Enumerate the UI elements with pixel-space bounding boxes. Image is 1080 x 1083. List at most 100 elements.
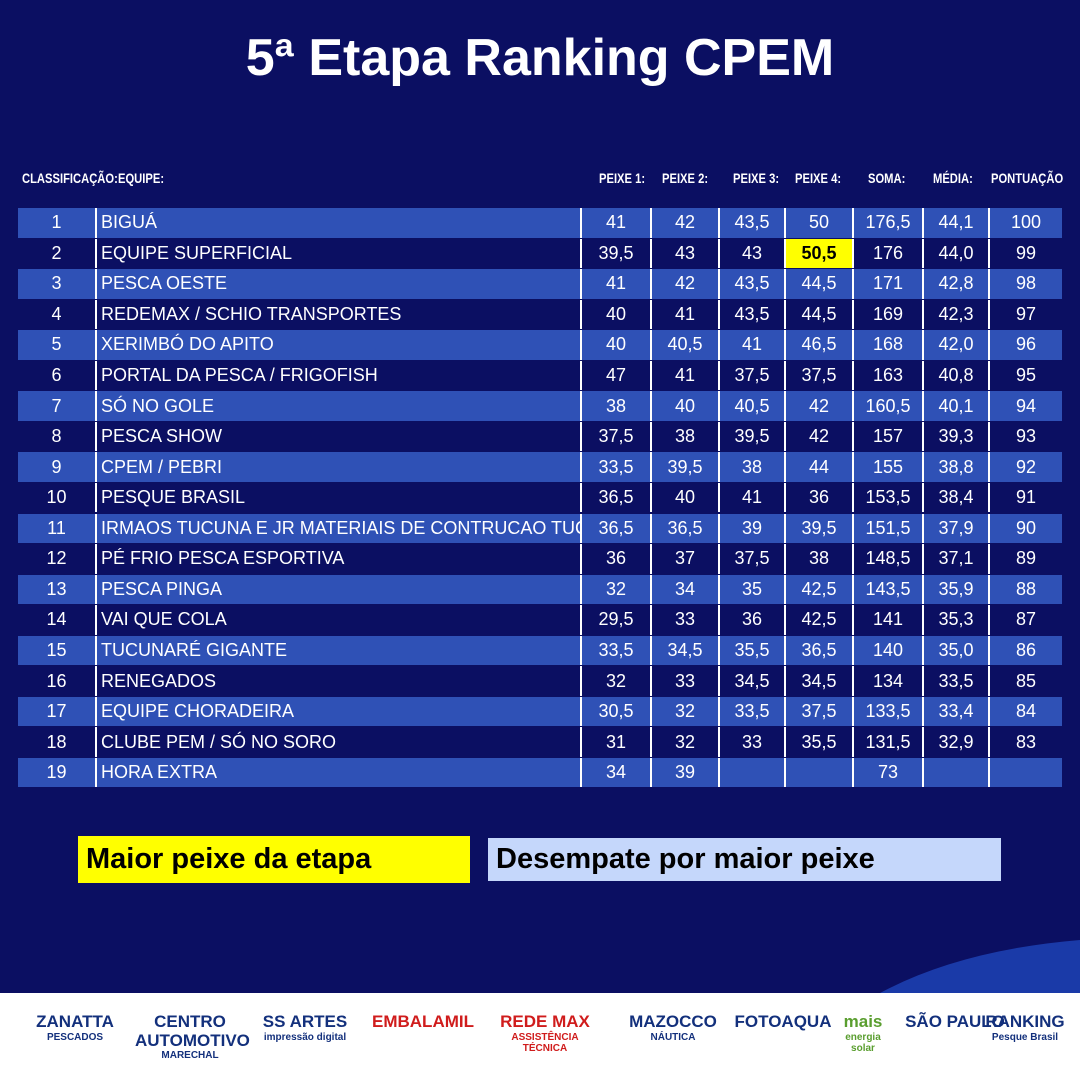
table-cell: 176 [854, 238, 924, 269]
legend-tiebreak: Desempate por maior peixe [488, 838, 1001, 881]
table-cell: 33 [652, 666, 720, 696]
table-cell: 42 [652, 269, 720, 299]
table-cell: 151,5 [854, 513, 924, 544]
table-cell: 33 [720, 727, 786, 757]
table-cell: 37 [652, 544, 720, 574]
team-cell: XERIMBÓ DO APITO [97, 330, 582, 360]
table-cell: 40,5 [720, 391, 786, 421]
team-cell: IRMAOS TUCUNA E JR MATERIAIS DE CONTRUCA… [97, 513, 582, 544]
table-cell: 37,5 [582, 421, 652, 452]
column-header: PONTUAÇÃO [991, 170, 1064, 186]
table-cell: 73 [854, 757, 924, 788]
table-cell: 19 [18, 757, 97, 788]
table-cell: 34,5 [720, 666, 786, 696]
sponsor-text: EMBALAMIL [372, 1012, 474, 1031]
table-cell: 43,5 [720, 269, 786, 299]
table-cell: 36 [786, 482, 854, 513]
column-header: PEIXE 4: [795, 170, 842, 186]
table-cell [786, 757, 854, 788]
table-cell: 39 [652, 757, 720, 788]
table-cell: 39,5 [786, 513, 854, 544]
sponsor-logo: mais energia solar [808, 1012, 918, 1054]
table-cell: 169 [854, 299, 924, 330]
team-cell: RENEGADOS [97, 666, 582, 696]
legend-highlight: Maior peixe da etapa [78, 836, 470, 883]
table-cell: 41 [582, 208, 652, 238]
table-cell: 33,4 [924, 696, 990, 727]
sponsor-text: NÁUTICA [650, 1031, 696, 1043]
table-cell: 11 [18, 513, 97, 544]
team-cell: VAI QUE COLA [97, 605, 582, 635]
sponsor-logo: ZANATTA PESCADOS [20, 1012, 130, 1042]
table-cell: 40 [582, 330, 652, 360]
table-cell: 36,5 [582, 513, 652, 544]
table-cell: 86 [990, 635, 1062, 666]
table-cell: 32 [652, 696, 720, 727]
table-cell: 94 [990, 391, 1062, 421]
sponsor-text: MAZOCCO [629, 1012, 717, 1031]
table-cell: 10 [18, 482, 97, 513]
column-header: MÉDIA: [933, 170, 973, 186]
table-cell: 36 [720, 605, 786, 635]
column-header: SOMA: [868, 170, 906, 186]
table-cell: 91 [990, 482, 1062, 513]
team-cell: TUCUNARÉ GIGANTE [97, 635, 582, 666]
table-cell: 13 [18, 574, 97, 605]
table-cell: 36,5 [786, 635, 854, 666]
table-cell: 35,0 [924, 635, 990, 666]
table-cell: 42 [652, 208, 720, 238]
table-cell: 44,0 [924, 238, 990, 269]
table-cell: 131,5 [854, 727, 924, 757]
table-cell: 39,5 [582, 238, 652, 269]
sponsor-logo: MAZOCCO NÁUTICA [618, 1012, 728, 1043]
table-cell: 44,5 [786, 299, 854, 330]
table-cell: 4 [18, 299, 97, 330]
table-cell: 155 [854, 452, 924, 482]
team-cell: CLUBE PEM / SÓ NO SORO [97, 727, 582, 757]
sponsor-text: RANKING [985, 1012, 1065, 1031]
table-cell: 84 [990, 696, 1062, 727]
table-cell: 133,5 [854, 696, 924, 727]
team-cell: PESCA SHOW [97, 421, 582, 452]
table-cell: 50,5 [786, 238, 854, 269]
table-cell: 33 [652, 605, 720, 635]
sponsor-text: CENTRO AUTOMOTIVO [135, 1012, 250, 1050]
table-cell: 34 [652, 574, 720, 605]
team-cell: REDEMAX / SCHIO TRANSPORTES [97, 299, 582, 330]
table-cell: 46,5 [786, 330, 854, 360]
table-cell: 38 [652, 421, 720, 452]
table-cell: 43,5 [720, 299, 786, 330]
team-cell: EQUIPE CHORADEIRA [97, 696, 582, 727]
table-cell: 44,5 [786, 269, 854, 299]
sponsor-text: solar [851, 1042, 875, 1054]
table-cell: 43,5 [720, 208, 786, 238]
table-cell: 89 [990, 544, 1062, 574]
team-cell: CPEM / PEBRI [97, 452, 582, 482]
table-cell: 41 [720, 330, 786, 360]
table-cell: 85 [990, 666, 1062, 696]
table-cell: 35 [720, 574, 786, 605]
table-cell: 43 [720, 238, 786, 269]
table-cell: 41 [652, 360, 720, 391]
table-cell: 100 [990, 208, 1062, 238]
table-cell: 32 [652, 727, 720, 757]
table-cell: 39,5 [720, 421, 786, 452]
table-cell: 38 [786, 544, 854, 574]
sponsor-text: REDE MAX [500, 1012, 590, 1031]
table-cell: 163 [854, 360, 924, 391]
team-cell: HORA EXTRA [97, 757, 582, 788]
table-cell: 38 [720, 452, 786, 482]
table-cell: 134 [854, 666, 924, 696]
table-cell: 42,5 [786, 605, 854, 635]
table-cell: 31 [582, 727, 652, 757]
table-cell: 32 [582, 666, 652, 696]
table-cell: 95 [990, 360, 1062, 391]
table-cell: 9 [18, 452, 97, 482]
table-cell: 88 [990, 574, 1062, 605]
table-cell: 168 [854, 330, 924, 360]
table-cell: 40,1 [924, 391, 990, 421]
sponsor-text: SS ARTES [262, 1012, 348, 1031]
table-cell: 35,5 [786, 727, 854, 757]
table-cell: 39,5 [652, 452, 720, 482]
table-cell: 44,1 [924, 208, 990, 238]
